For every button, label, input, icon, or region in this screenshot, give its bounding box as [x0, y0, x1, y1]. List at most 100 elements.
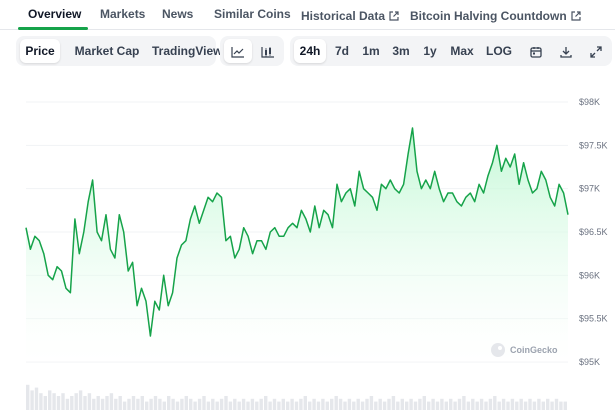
volume-bar: [387, 398, 391, 410]
volume-bar: [197, 398, 202, 410]
price-chart-svg: $98K $97.5K $97K $96.5K $96K $95.5K $95K CoinG…: [25, 97, 608, 410]
volume-bar: [56, 396, 61, 410]
range-7d-button[interactable]: 7d: [334, 44, 349, 58]
volume-bar: [418, 398, 422, 410]
y-tick-label: $95K: [579, 357, 600, 367]
fullscreen-button[interactable]: [582, 39, 610, 63]
volume-bar: [475, 401, 479, 410]
download-icon: [560, 46, 572, 58]
volume-bar: [92, 398, 96, 410]
y-tick-label: $98K: [579, 97, 600, 107]
volume-bar: [189, 398, 193, 410]
volume-bar: [541, 401, 545, 410]
volume-bar: [241, 398, 246, 410]
volume-bar: [268, 401, 272, 410]
tab-overview[interactable]: Overview: [28, 7, 82, 21]
range-1y-button[interactable]: 1y: [423, 44, 437, 58]
volume-bar: [550, 401, 554, 410]
volume-bar: [43, 396, 47, 410]
volume-bar: [435, 401, 440, 410]
volume-bar: [70, 396, 74, 410]
volume-bar: [378, 398, 382, 410]
download-button[interactable]: [552, 39, 580, 63]
volume-bar: [563, 401, 567, 410]
tradingview-button[interactable]: TradingView: [152, 44, 223, 58]
volume-bar: [316, 401, 321, 410]
volume-bar: [30, 390, 34, 410]
volume-bar: [48, 390, 52, 410]
volume-bar: [497, 401, 501, 410]
volume-bar: [510, 398, 515, 410]
volume-bar: [74, 393, 78, 410]
volume-bar: [259, 398, 263, 410]
volume-bar: [391, 396, 396, 410]
line-chart-button[interactable]: [224, 39, 252, 63]
range-1m-button[interactable]: 1m: [362, 44, 380, 58]
external-link-icon: [389, 11, 399, 21]
volume-bar: [299, 398, 303, 410]
tab-markets[interactable]: Markets: [100, 7, 146, 21]
y-tick-label: $95.5K: [579, 314, 608, 324]
price-button[interactable]: Price: [20, 39, 60, 63]
volume-bar: [171, 398, 175, 410]
volume-bar: [277, 401, 281, 410]
y-tick-label: $97.5K: [579, 140, 608, 150]
price-line: [25, 127, 569, 337]
volume-bar: [167, 396, 171, 410]
candlestick-button[interactable]: [254, 39, 282, 63]
price-area-fill: [26, 128, 568, 362]
coingecko-watermark: CoinGecko: [491, 343, 558, 357]
market-cap-button[interactable]: Market Cap: [74, 44, 140, 58]
volume-bar: [374, 401, 378, 410]
volume-bar: [515, 401, 519, 410]
volume-bar: [180, 398, 184, 410]
volume-bar: [484, 401, 488, 410]
volume-bar: [479, 398, 484, 410]
volume-bar: [427, 401, 431, 410]
chart-toolbar: Price Market Cap TradingView 24h 7d 1m 3…: [0, 36, 615, 66]
volume-bar: [246, 401, 250, 410]
external-link-icon: [571, 11, 581, 21]
volume-bar: [131, 396, 136, 410]
volume-bar: [457, 398, 462, 410]
chart-type-switch: Price Market Cap TradingView: [16, 36, 223, 66]
volume-bar: [343, 401, 347, 410]
volume-bar: [140, 396, 144, 410]
volume-bar: [52, 393, 56, 410]
volume-bar: [559, 401, 563, 410]
volume-bar: [356, 398, 360, 410]
volume-bar: [471, 398, 475, 410]
volume-bar: [87, 393, 92, 410]
volume-bar: [466, 401, 471, 410]
volume-bar: [405, 401, 409, 410]
volume-bar: [26, 384, 30, 410]
calendar-icon: [530, 46, 542, 58]
volume-bar: [219, 398, 224, 410]
y-tick-label: $96.5K: [579, 227, 608, 237]
log-scale-button[interactable]: LOG: [486, 44, 512, 58]
volume-bar: [400, 398, 404, 410]
volume-bar: [449, 398, 453, 410]
volume-bar: [281, 398, 285, 410]
time-range-switch: 24h 7d 1m 3m 1y Max LOG: [290, 36, 612, 66]
volume-bar: [506, 401, 510, 410]
price-chart[interactable]: $98K $97.5K $97K $96.5K $96K $95.5K $95K CoinG…: [0, 86, 615, 410]
tab-bitcoin-halving-countdown[interactable]: Bitcoin Halving Countdown: [410, 7, 581, 25]
range-24h-button[interactable]: 24h: [294, 39, 326, 63]
volume-bar: [532, 401, 537, 410]
volume-bar: [453, 401, 457, 410]
tab-halving-label: Bitcoin Halving Countdown: [410, 9, 567, 23]
volume-bar: [321, 398, 325, 410]
volume-bar: [250, 398, 255, 410]
volume-bar: [83, 396, 87, 410]
date-range-button[interactable]: [522, 39, 550, 63]
range-3m-button[interactable]: 3m: [392, 44, 410, 58]
tab-similar-coins[interactable]: Similar Coins: [214, 7, 291, 21]
tab-historical-data[interactable]: Historical Data: [301, 7, 399, 25]
tab-news[interactable]: News: [162, 7, 194, 21]
range-max-button[interactable]: Max: [450, 44, 474, 58]
volume-bar: [122, 401, 127, 410]
volume-bar: [546, 398, 550, 410]
volume-bar: [501, 398, 506, 410]
volume-bar: [431, 398, 435, 410]
